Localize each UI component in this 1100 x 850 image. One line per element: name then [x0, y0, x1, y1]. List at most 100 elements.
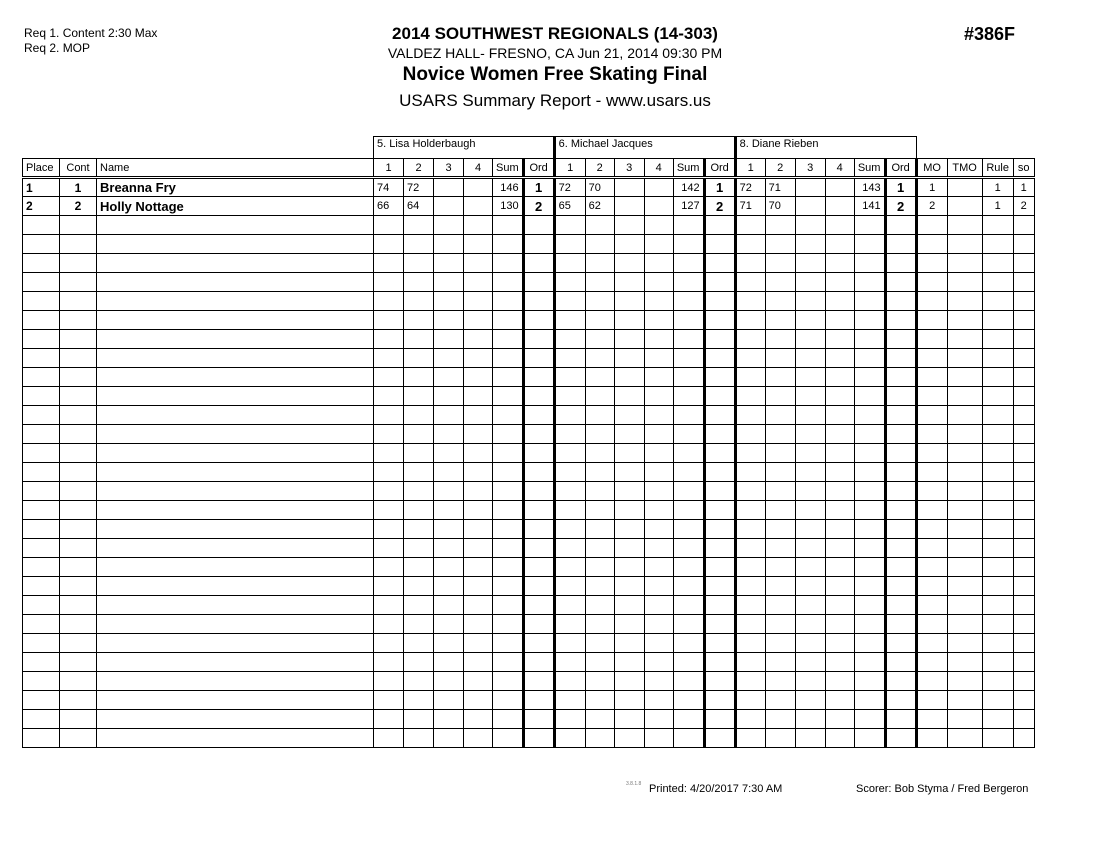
name-cell: [96, 443, 374, 463]
mo-cell: [914, 272, 948, 292]
so-cell: [1012, 728, 1035, 748]
score-cell: [584, 234, 615, 254]
sum-cell: [672, 272, 705, 292]
cont-cell: [59, 633, 97, 653]
score-cell: [373, 576, 404, 596]
score-cell: [584, 614, 615, 634]
ordinal-cell: [702, 253, 736, 273]
score-cell: [373, 671, 404, 691]
ordinal-cell: [702, 671, 736, 691]
score-cell: [824, 367, 855, 387]
cont-cell: [59, 728, 97, 748]
score-cell: [613, 329, 645, 349]
score-cell: [433, 196, 464, 216]
name-cell: [96, 367, 374, 387]
score-cell: 70: [584, 177, 615, 197]
score-cell: [733, 481, 766, 501]
score-cell: [794, 215, 826, 235]
sum-cell: [672, 709, 705, 729]
header-cont: Cont: [59, 158, 97, 179]
score-cell: [552, 614, 586, 634]
ordinal-cell: [702, 234, 736, 254]
score-cell: [373, 424, 404, 444]
header-judge-col: Sum: [492, 158, 524, 179]
name-cell: [96, 652, 374, 672]
score-cell: [373, 690, 404, 710]
score-cell: 62: [584, 196, 615, 216]
score-cell: [463, 576, 493, 596]
ordinal-cell: [702, 367, 736, 387]
header-judge-col: 4: [824, 158, 855, 179]
place-cell: [22, 728, 60, 748]
name-cell: [96, 329, 374, 349]
score-cell: [373, 272, 404, 292]
scorer: Scorer: Bob Styma / Fred Bergeron: [856, 783, 1029, 795]
mo-cell: [914, 481, 948, 501]
ordinal-cell: [702, 557, 736, 577]
ordinal-cell: [521, 519, 555, 539]
score-cell: [433, 367, 464, 387]
ordinal-cell: [883, 462, 917, 482]
rule-cell: [981, 310, 1014, 330]
ordinal-cell: [702, 462, 736, 482]
score-cell: [643, 557, 674, 577]
score-cell: [552, 690, 586, 710]
score-cell: [552, 215, 586, 235]
score-cell: [824, 576, 855, 596]
score-cell: [643, 291, 674, 311]
place-cell: [22, 500, 60, 520]
table-row: [22, 462, 1035, 482]
score-cell: [613, 690, 645, 710]
sum-cell: [672, 386, 705, 406]
sum-cell: [853, 310, 886, 330]
tmo-cell: [946, 709, 983, 729]
sum-cell: [492, 215, 524, 235]
score-cell: [463, 177, 493, 197]
sum-cell: [853, 329, 886, 349]
score-cell: [403, 557, 434, 577]
ordinal-cell: [883, 709, 917, 729]
sum-cell: [492, 462, 524, 482]
score-cell: [552, 557, 586, 577]
ordinal-cell: [702, 405, 736, 425]
name-cell: [96, 253, 374, 273]
score-cell: [764, 215, 796, 235]
score-cell: [733, 443, 766, 463]
event-name: Novice Women Free Skating Final: [402, 64, 708, 85]
name-cell: [96, 557, 374, 577]
cont-cell: [59, 424, 97, 444]
score-cell: [463, 291, 493, 311]
sum-cell: [853, 557, 886, 577]
ordinal-cell: [702, 386, 736, 406]
sum-cell: [672, 633, 705, 653]
score-cell: [403, 709, 434, 729]
cont-cell: [59, 709, 97, 729]
score-cell: [373, 462, 404, 482]
score-cell: [584, 576, 615, 596]
sum-cell: [672, 253, 705, 273]
mo-cell: [914, 462, 948, 482]
so-cell: [1012, 215, 1035, 235]
event-number: #386F: [964, 24, 1016, 44]
so-cell: [1012, 538, 1035, 558]
tmo-cell: [946, 576, 983, 596]
sum-cell: [672, 500, 705, 520]
sum-cell: [492, 424, 524, 444]
sum-cell: [492, 253, 524, 273]
score-cell: [403, 500, 434, 520]
table-row: [22, 291, 1035, 311]
mo-cell: [914, 405, 948, 425]
tmo-cell: [946, 196, 983, 216]
so-cell: [1012, 557, 1035, 577]
cont-cell: [59, 405, 97, 425]
score-cell: [643, 500, 674, 520]
score-cell: [373, 557, 404, 577]
score-cell: [373, 443, 404, 463]
score-cell: [552, 481, 586, 501]
score-cell: [733, 405, 766, 425]
ordinal-cell: [883, 310, 917, 330]
score-cell: [824, 443, 855, 463]
score-cell: [643, 177, 674, 197]
name-cell: [96, 405, 374, 425]
score-cell: [824, 405, 855, 425]
